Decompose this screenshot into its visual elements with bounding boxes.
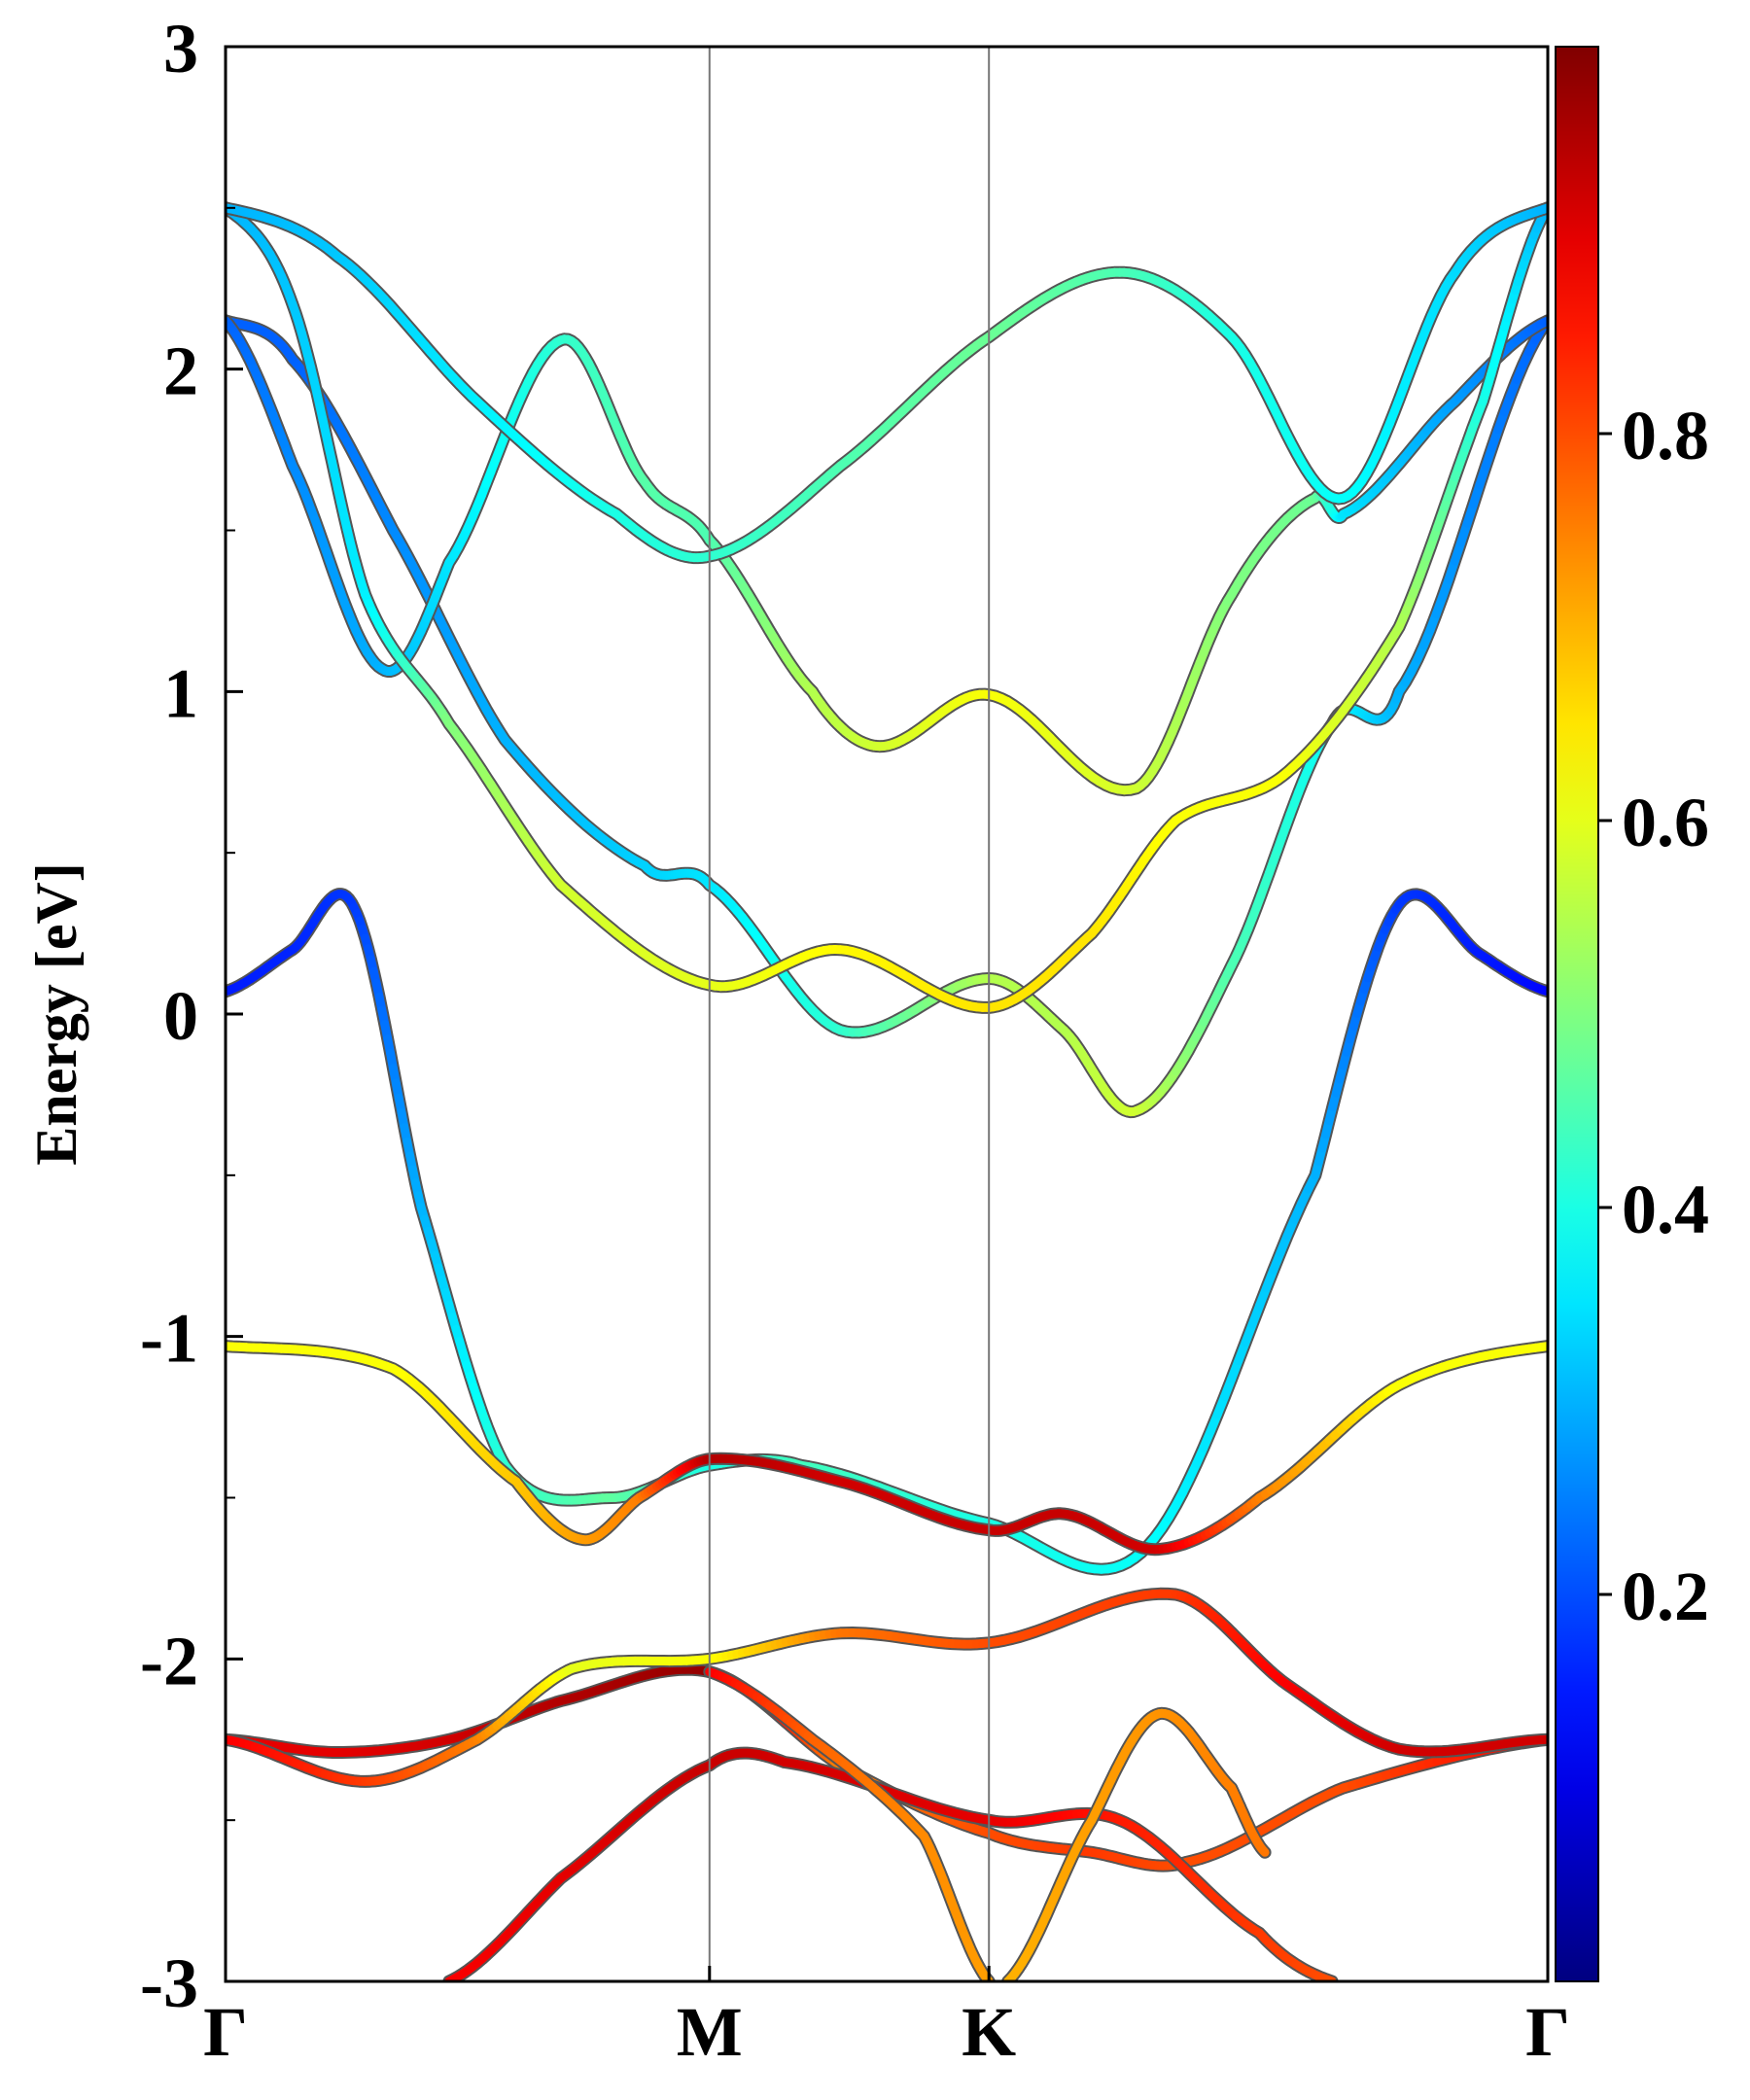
y-tick-label: 1 xyxy=(163,654,198,732)
y-tick-label: -1 xyxy=(140,1300,198,1378)
x-tick-label: Γ xyxy=(203,1993,248,2071)
y-axis: -3 -2 -1 0 1 2 3 xyxy=(140,10,243,2022)
bands-layer xyxy=(226,201,1548,1981)
band-line xyxy=(226,314,1548,797)
band-outline xyxy=(226,1587,1548,1788)
band-outline xyxy=(226,314,1548,1119)
x-tick-label: K xyxy=(962,1993,1016,2071)
colorbar-tick-label: 0.6 xyxy=(1622,784,1709,861)
y-tick-label: 3 xyxy=(163,10,198,88)
band-line xyxy=(226,201,1548,1014)
x-tick-label: Γ xyxy=(1525,1993,1570,2071)
band-outline xyxy=(226,201,1548,1014)
y-tick-label: -3 xyxy=(140,1944,198,2022)
colorbar-tick-label: 0.4 xyxy=(1622,1171,1709,1248)
y-tick-label: 0 xyxy=(163,977,198,1055)
band-outline xyxy=(703,1665,996,1981)
colorbar xyxy=(1555,46,1599,1982)
y-axis-title: Energy [eV] xyxy=(24,862,88,1166)
x-tick-label: M xyxy=(677,1993,743,2071)
band-outline xyxy=(226,314,1548,797)
colorbar-tick-label: 0.2 xyxy=(1622,1558,1709,1635)
colorbar-ticks: 0.2 0.4 0.6 0.8 xyxy=(1598,397,1709,1635)
band-segment xyxy=(1259,1846,1270,1857)
band-line xyxy=(226,888,1548,1576)
band-line xyxy=(1001,1706,1272,1981)
band-line xyxy=(226,314,1548,1119)
band-line xyxy=(442,1746,1339,1981)
y-tick-label: -2 xyxy=(140,1622,198,1699)
kpoint-lines xyxy=(708,47,991,1981)
colorbar-tick-label: 0.8 xyxy=(1622,397,1709,474)
band-line xyxy=(226,201,1548,565)
y-tick-label: 2 xyxy=(163,332,198,410)
band-line xyxy=(703,1665,996,1981)
band-line xyxy=(226,1587,1548,1788)
band-outline xyxy=(226,1340,1548,1557)
band-line xyxy=(226,1340,1548,1557)
